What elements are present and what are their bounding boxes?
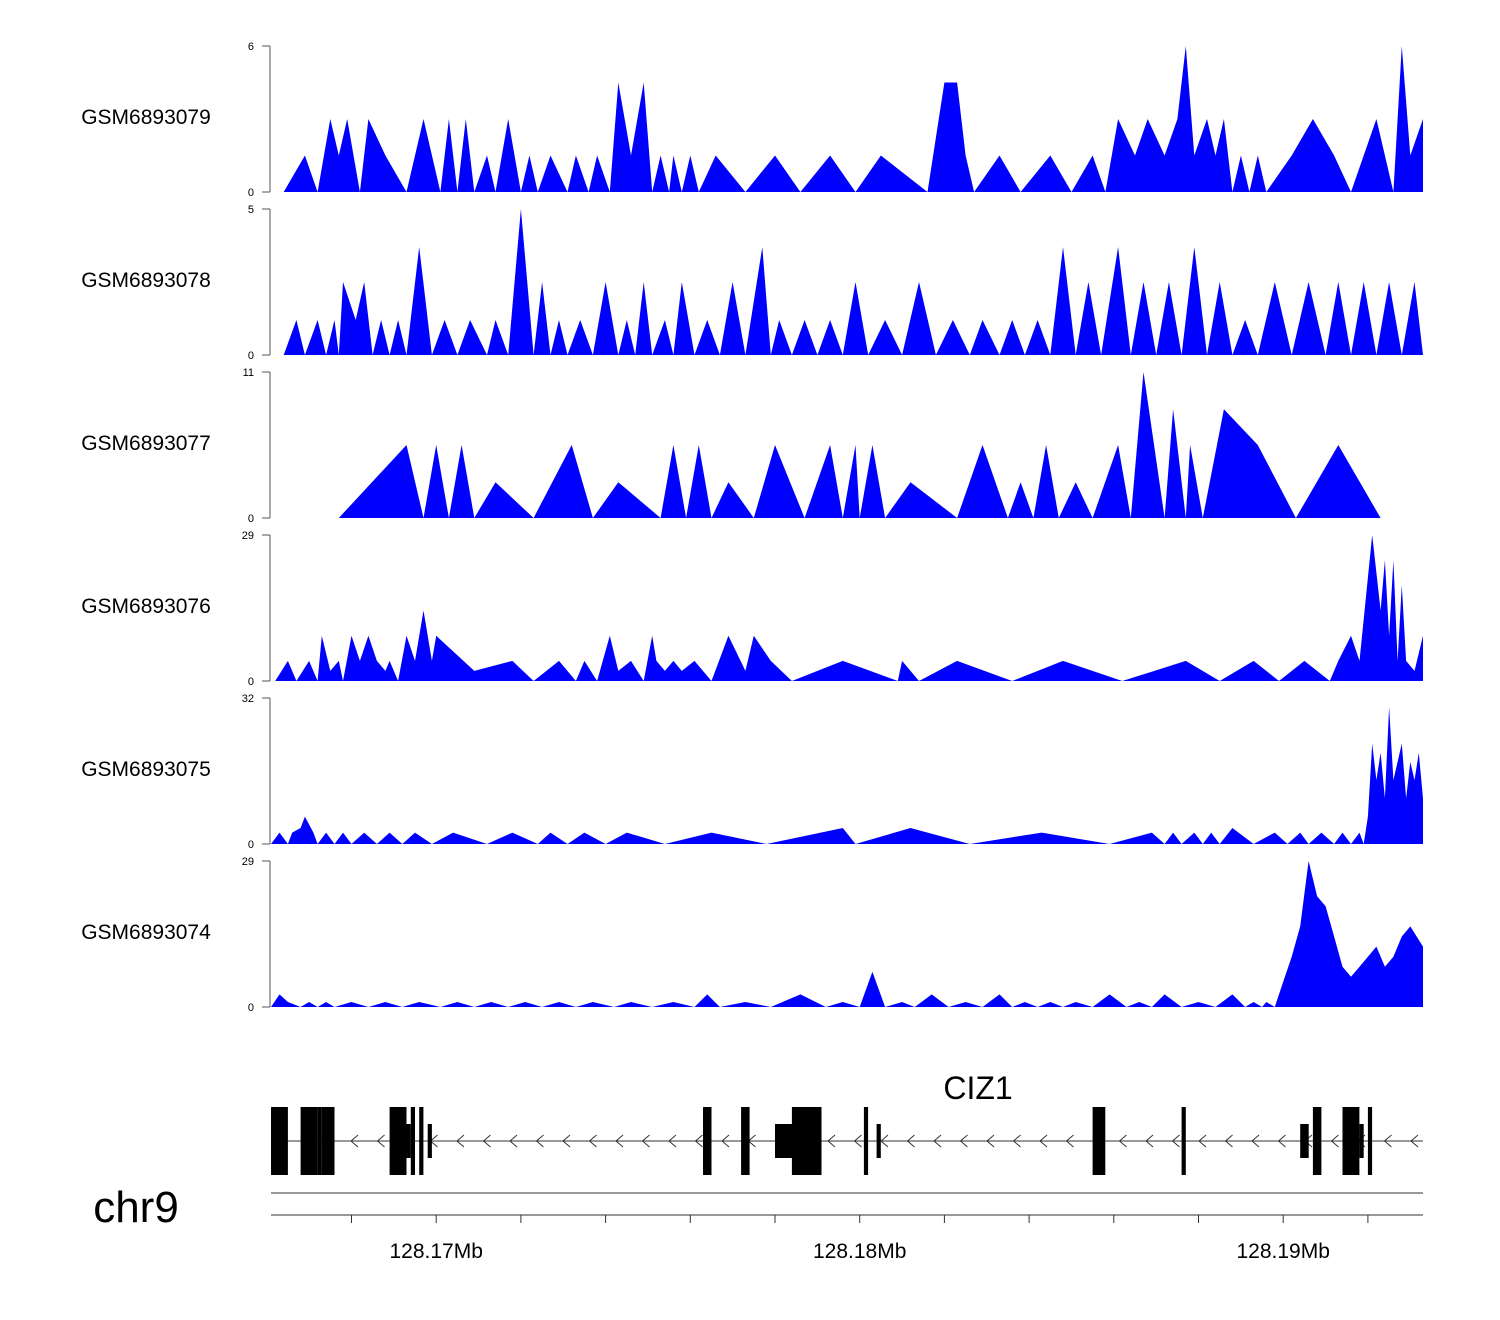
coverage-area-GSM6893076 xyxy=(275,535,1424,681)
exon xyxy=(419,1107,424,1175)
exon xyxy=(1312,1107,1322,1175)
strand-arrow xyxy=(376,1134,385,1148)
y-max-label: 6 xyxy=(248,41,254,53)
track-GSM6893076: 29 0 GSM6893076 xyxy=(81,530,1424,688)
strand-arrow xyxy=(853,1134,862,1148)
strand-arrow xyxy=(694,1134,703,1148)
track-GSM6893074: 29 0 GSM6893074 xyxy=(81,856,1423,1014)
strand-arrow xyxy=(535,1134,544,1148)
y-min-label: 0 xyxy=(248,513,254,525)
x-axis-tick-label: 128.18Mb xyxy=(813,1240,906,1263)
strand-arrow xyxy=(880,1134,889,1148)
strand-arrow xyxy=(906,1134,915,1148)
exon xyxy=(876,1124,881,1158)
exon xyxy=(410,1107,415,1175)
exon xyxy=(703,1107,712,1175)
genome-axis: chr9 128.17Mb 128.18Mb 128.19Mb xyxy=(93,1183,1423,1263)
track-label: GSM6893079 xyxy=(81,106,211,129)
exon xyxy=(1359,1124,1364,1158)
strand-arrow xyxy=(721,1134,730,1148)
track-GSM6893079: 6 0 GSM6893079 xyxy=(81,41,1424,199)
strand-arrow xyxy=(482,1134,491,1148)
y-min-label: 0 xyxy=(248,839,254,851)
strand-arrow xyxy=(509,1134,518,1148)
exon xyxy=(321,1107,335,1175)
coverage-area-GSM6893075 xyxy=(271,707,1423,844)
exon xyxy=(1092,1107,1106,1175)
track-GSM6893078: 5 0 GSM6893078 xyxy=(81,204,1424,362)
y-max-label: 5 xyxy=(248,204,254,216)
exon xyxy=(775,1124,797,1158)
exon xyxy=(741,1107,750,1175)
y-min-label: 0 xyxy=(248,676,254,688)
coverage-area-GSM6893074 xyxy=(271,861,1423,1007)
strand-arrow xyxy=(1224,1134,1233,1148)
track-label: GSM6893076 xyxy=(81,595,211,618)
strand-arrow xyxy=(350,1134,359,1148)
exon xyxy=(317,1107,322,1175)
strand-arrow xyxy=(1277,1134,1286,1148)
strand-arrow xyxy=(1039,1134,1048,1148)
strand-arrow xyxy=(1198,1134,1207,1148)
strand-arrow xyxy=(1410,1134,1419,1148)
coverage-area-GSM6893079 xyxy=(283,46,1424,192)
y-max-label: 29 xyxy=(242,856,254,868)
y-min-label: 0 xyxy=(248,187,254,199)
axis-ticks: 128.17Mb 128.18Mb 128.19Mb xyxy=(271,1192,1423,1263)
chromosome-label: chr9 xyxy=(93,1183,179,1232)
gene-track: CIZ1 xyxy=(271,1070,1423,1175)
gene-model xyxy=(271,1107,1423,1175)
track-label: GSM6893077 xyxy=(81,432,211,455)
exon xyxy=(304,1124,310,1158)
exon xyxy=(791,1107,822,1175)
track-label: GSM6893074 xyxy=(81,921,211,944)
exon xyxy=(402,1124,411,1158)
strand-arrow xyxy=(1171,1134,1180,1148)
strand-arrow xyxy=(1330,1134,1339,1148)
exon xyxy=(389,1107,407,1175)
gene-label-ciz1: CIZ1 xyxy=(943,1070,1012,1106)
strand-arrow xyxy=(668,1134,677,1148)
coverage-tracks: 6 0 GSM6893079 5 0 GSM6893078 11 0 GSM6893077 29 0… xyxy=(81,41,1424,1014)
strand-arrow xyxy=(1383,1134,1392,1148)
strand-arrow xyxy=(827,1134,836,1148)
strand-arrow xyxy=(588,1134,597,1148)
strand-arrow xyxy=(1251,1134,1260,1148)
x-axis-tick-label: 128.17Mb xyxy=(389,1240,482,1263)
strand-arrow xyxy=(1065,1134,1074,1148)
exon xyxy=(1300,1124,1309,1158)
coverage-area-GSM6893078 xyxy=(283,209,1424,355)
track-GSM6893077: 11 0 GSM6893077 xyxy=(81,367,1402,525)
track-GSM6893075: 32 0 GSM6893075 xyxy=(81,693,1423,851)
strand-arrow xyxy=(456,1134,465,1148)
coverage-area-GSM6893077 xyxy=(338,372,1402,518)
track-label: GSM6893075 xyxy=(81,758,211,781)
track-label: GSM6893078 xyxy=(81,269,211,292)
strand-arrow xyxy=(1012,1134,1021,1148)
exon xyxy=(271,1124,284,1158)
strand-arrow xyxy=(986,1134,995,1148)
strand-arrow xyxy=(615,1134,624,1148)
y-max-label: 29 xyxy=(242,530,254,542)
y-max-label: 32 xyxy=(242,693,254,705)
exon xyxy=(427,1124,432,1158)
strand-arrow xyxy=(1145,1134,1154,1148)
exon xyxy=(1367,1107,1373,1175)
y-max-label: 11 xyxy=(243,367,254,379)
exon xyxy=(863,1107,869,1175)
strand-arrow xyxy=(933,1134,942,1148)
strand-arrow xyxy=(641,1134,650,1148)
strand-arrow xyxy=(1118,1134,1127,1148)
exon xyxy=(1181,1107,1186,1175)
strand-arrow xyxy=(562,1134,571,1148)
strand-arrow xyxy=(959,1134,968,1148)
y-min-label: 0 xyxy=(248,1002,254,1014)
x-axis-tick-label: 128.19Mb xyxy=(1236,1240,1329,1263)
y-min-label: 0 xyxy=(248,350,254,362)
exon xyxy=(1342,1107,1360,1175)
